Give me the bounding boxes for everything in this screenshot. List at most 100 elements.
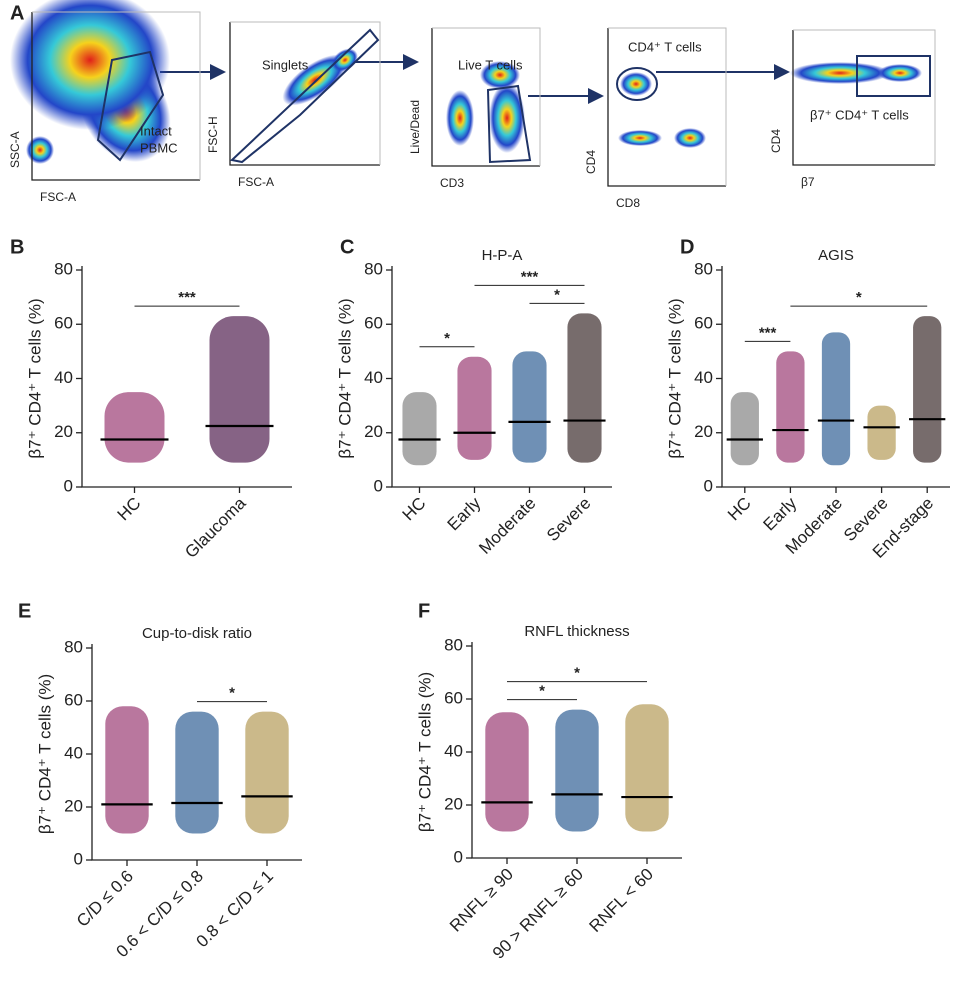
cell-density	[790, 62, 890, 84]
significance-label: *	[574, 665, 580, 682]
x-axis-label: CD8	[616, 196, 640, 210]
y-axis-label: Live/Dead	[408, 100, 422, 154]
y-tick-label: 20	[54, 422, 73, 441]
gate-label: Live T cells	[458, 57, 523, 72]
cell-density	[674, 128, 706, 148]
gate-label: CD4⁺ T cells	[628, 39, 702, 54]
y-tick-label: 80	[444, 635, 463, 654]
y-axis-label: β7⁺ CD4⁺ T cells (%)	[415, 672, 434, 832]
panel-letter: A	[10, 2, 24, 24]
y-tick-label: 0	[454, 847, 463, 866]
dot-cloud	[625, 704, 669, 832]
y-tick-label: 60	[444, 688, 463, 707]
cell-density	[446, 90, 474, 146]
dot-cloud	[175, 711, 219, 834]
gate-label: Intact	[140, 123, 172, 138]
y-tick-label: 80	[54, 259, 73, 278]
gate	[486, 84, 532, 164]
y-tick-label: 40	[364, 368, 383, 387]
dot-cloud	[776, 351, 805, 463]
dot-cloud	[402, 392, 437, 466]
panel-letter: D	[680, 236, 694, 258]
y-axis-label: CD4	[769, 129, 783, 153]
x-axis-label: β7	[801, 175, 815, 189]
chart-title: RNFL thickness	[524, 623, 629, 640]
y-tick-label: 20	[444, 794, 463, 813]
cell-density	[620, 72, 652, 96]
y-tick-label: 80	[64, 637, 83, 656]
x-tick-label: HC	[724, 494, 755, 525]
gate	[229, 28, 380, 164]
plot-frame	[32, 11, 201, 180]
gate	[856, 55, 931, 97]
x-tick-label: Severe	[543, 494, 595, 546]
significance-label: *	[539, 683, 545, 700]
cell-density	[26, 136, 54, 164]
x-tick-label: Early	[444, 493, 485, 534]
panel-letter: C	[340, 236, 354, 258]
gate-label: PBMC	[140, 140, 178, 155]
cell-density	[878, 64, 922, 82]
y-axis-label: SSC-A	[8, 131, 22, 168]
gate-label: β7⁺ CD4⁺ T cells	[810, 107, 909, 122]
dot-cloud	[457, 356, 492, 460]
x-tick-label: RNFL < 60	[586, 865, 657, 936]
chart-title: H-P-A	[482, 247, 523, 264]
y-tick-label: 40	[444, 741, 463, 760]
dot-cloud	[555, 709, 599, 832]
x-tick-label: C/D ≤ 0.6	[73, 867, 137, 931]
dot-cloud	[485, 712, 529, 832]
plot-axes	[431, 28, 540, 167]
plot-frame	[608, 27, 727, 186]
significance-label: ***	[759, 324, 777, 341]
significance-label: ***	[178, 289, 196, 306]
y-axis-label: CD4	[584, 150, 598, 174]
plot-axes	[31, 12, 200, 181]
significance-label: *	[444, 330, 450, 347]
panel-letter: F	[418, 600, 430, 622]
y-tick-label: 60	[64, 690, 83, 709]
x-tick-label: HC	[399, 494, 430, 525]
dot-cloud	[209, 316, 270, 463]
y-tick-label: 20	[64, 796, 83, 815]
chart-title: AGIS	[818, 247, 854, 264]
y-tick-label: 40	[694, 368, 713, 387]
significance-label: *	[856, 289, 862, 306]
dot-cloud	[245, 711, 289, 834]
dot-cloud	[104, 392, 165, 463]
y-tick-label: 20	[364, 422, 383, 441]
x-tick-label: RNFL ≥ 90	[446, 865, 517, 936]
cell-density	[480, 61, 520, 89]
cell-density	[489, 83, 525, 153]
y-axis-label: β7⁺ CD4⁺ T cells (%)	[665, 298, 684, 458]
dot-cloud	[105, 706, 149, 834]
gate	[96, 50, 165, 162]
dot-cloud	[730, 392, 759, 466]
plot-axes	[607, 28, 726, 187]
plot-frame	[793, 29, 936, 165]
y-axis-label: β7⁺ CD4⁺ T cells (%)	[35, 674, 54, 834]
x-axis-label: FSC-A	[238, 175, 274, 189]
y-tick-label: 60	[54, 314, 73, 333]
y-tick-label: 0	[374, 476, 383, 495]
gate	[616, 67, 658, 101]
y-tick-label: 0	[64, 476, 73, 495]
chart-title: Cup-to-disk ratio	[142, 625, 252, 642]
y-tick-label: 80	[694, 259, 713, 278]
plot-frame	[230, 21, 381, 165]
panel-letter: B	[10, 236, 24, 258]
significance-label: *	[229, 685, 235, 702]
y-tick-label: 80	[364, 259, 383, 278]
y-axis-label: β7⁺ CD4⁺ T cells (%)	[335, 298, 354, 458]
gate-label: Singlets	[262, 57, 309, 72]
x-tick-label: Glaucoma	[181, 493, 250, 562]
dot-cloud	[821, 332, 851, 466]
panel-letter: E	[18, 600, 31, 622]
dot-cloud	[512, 351, 547, 463]
y-tick-label: 60	[694, 314, 713, 333]
plot-frame	[432, 27, 541, 166]
y-axis-label: FSC-H	[206, 116, 220, 153]
x-tick-label: HC	[114, 494, 145, 525]
dot-cloud	[867, 405, 896, 460]
